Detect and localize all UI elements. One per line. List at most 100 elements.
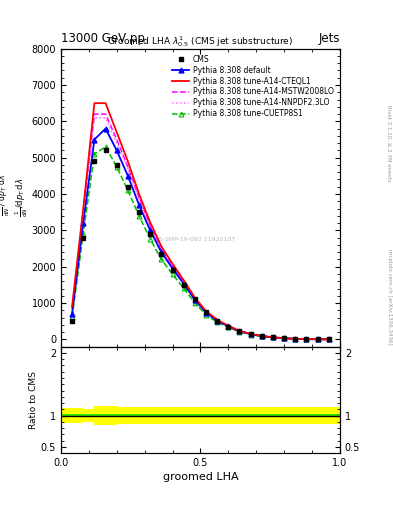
Text: $\frac{1}{\mathrm{d}N}\ /\ \mathrm{d}p_T\ \mathrm{d}\lambda$: $\frac{1}{\mathrm{d}N}\ /\ \mathrm{d}p_T… [0, 174, 12, 216]
Text: CMS-SMP-19-092 11920187: CMS-SMP-19-092 11920187 [149, 237, 235, 242]
Pythia 8.308 tune-CUETP8S1 [70, 314, 74, 320]
CMS [204, 309, 208, 315]
Pythia 8.308 tune-A14-MSTW2008LO [226, 323, 231, 329]
CMS [248, 331, 253, 337]
Pythia 8.308 tune-A14-CTEQL1 [193, 294, 197, 301]
CMS [304, 336, 309, 342]
Pythia 8.308 tune-A14-CTEQL1 [103, 100, 108, 106]
Pythia 8.308 default [226, 323, 231, 329]
Legend: CMS, Pythia 8.308 default, Pythia 8.308 tune-A14-CTEQL1, Pythia 8.308 tune-A14-M: CMS, Pythia 8.308 default, Pythia 8.308 … [170, 52, 336, 121]
CMS [193, 296, 197, 303]
Pythia 8.308 tune-A14-NNPDF2.3LO [271, 334, 275, 340]
CMS [327, 336, 331, 343]
Pythia 8.308 tune-A14-CTEQL1 [215, 317, 220, 323]
Pythia 8.308 default [92, 136, 97, 142]
Pythia 8.308 tune-A14-CTEQL1 [327, 336, 331, 343]
Pythia 8.308 tune-A14-NNPDF2.3LO [237, 328, 242, 334]
Pythia 8.308 tune-A14-NNPDF2.3LO [92, 115, 97, 121]
Pythia 8.308 tune-A14-MSTW2008LO [103, 111, 108, 117]
Pythia 8.308 tune-A14-CTEQL1 [259, 333, 264, 339]
Pythia 8.308 tune-A14-MSTW2008LO [114, 136, 119, 142]
Pythia 8.308 tune-CUETP8S1 [282, 335, 286, 342]
Pythia 8.308 tune-A14-CTEQL1 [70, 304, 74, 310]
Pythia 8.308 default [193, 297, 197, 303]
Pythia 8.308 tune-CUETP8S1 [193, 300, 197, 306]
Pythia 8.308 tune-CUETP8S1 [259, 333, 264, 339]
Pythia 8.308 tune-A14-NNPDF2.3LO [204, 309, 208, 315]
Pythia 8.308 default [259, 333, 264, 339]
Pythia 8.308 default [271, 334, 275, 340]
Pythia 8.308 tune-A14-CTEQL1 [159, 243, 164, 249]
Pythia 8.308 tune-A14-CTEQL1 [204, 308, 208, 314]
Pythia 8.308 tune-A14-NNPDF2.3LO [181, 279, 186, 285]
Pythia 8.308 tune-A14-MSTW2008LO [125, 164, 130, 170]
CMS [114, 162, 119, 168]
Pythia 8.308 tune-CUETP8S1 [181, 285, 186, 291]
Pythia 8.308 tune-CUETP8S1 [137, 213, 141, 219]
X-axis label: groomed LHA: groomed LHA [163, 472, 238, 482]
Pythia 8.308 default [237, 328, 242, 334]
Pythia 8.308 default [204, 309, 208, 315]
Pythia 8.308 tune-CUETP8S1 [226, 324, 231, 330]
Pythia 8.308 default [81, 220, 86, 226]
Pythia 8.308 tune-CUETP8S1 [315, 336, 320, 343]
Pythia 8.308 tune-A14-MSTW2008LO [237, 328, 242, 334]
Pythia 8.308 tune-A14-NNPDF2.3LO [159, 247, 164, 253]
Pythia 8.308 tune-CUETP8S1 [215, 319, 220, 326]
Pythia 8.308 default [293, 336, 298, 342]
Pythia 8.308 tune-CUETP8S1 [237, 329, 242, 335]
Pythia 8.308 tune-CUETP8S1 [170, 271, 175, 278]
Pythia 8.308 tune-A14-NNPDF2.3LO [148, 224, 152, 230]
Line: Pythia 8.308 tune-A14-MSTW2008LO: Pythia 8.308 tune-A14-MSTW2008LO [72, 114, 329, 339]
Pythia 8.308 tune-A14-MSTW2008LO [293, 336, 298, 342]
Pythia 8.308 tune-A14-MSTW2008LO [170, 263, 175, 269]
Line: Pythia 8.308 tune-CUETP8S1: Pythia 8.308 tune-CUETP8S1 [70, 144, 331, 342]
Pythia 8.308 tune-A14-NNPDF2.3LO [282, 335, 286, 342]
Pythia 8.308 tune-A14-MSTW2008LO [248, 331, 253, 337]
Pythia 8.308 tune-A14-CTEQL1 [170, 261, 175, 267]
CMS [170, 267, 175, 273]
Pythia 8.308 tune-A14-NNPDF2.3LO [215, 317, 220, 324]
Pythia 8.308 tune-CUETP8S1 [81, 231, 86, 237]
Pythia 8.308 tune-A14-CTEQL1 [148, 219, 152, 225]
Pythia 8.308 tune-A14-MSTW2008LO [327, 336, 331, 343]
CMS [92, 158, 97, 164]
Pythia 8.308 tune-A14-NNPDF2.3LO [81, 211, 86, 217]
Pythia 8.308 tune-A14-NNPDF2.3LO [103, 115, 108, 121]
CMS [103, 147, 108, 154]
Pythia 8.308 default [327, 336, 331, 343]
Pythia 8.308 tune-A14-CTEQL1 [181, 277, 186, 283]
Pythia 8.308 tune-CUETP8S1 [304, 336, 309, 342]
Pythia 8.308 tune-A14-CTEQL1 [81, 205, 86, 211]
Y-axis label: Ratio to CMS: Ratio to CMS [29, 371, 38, 429]
Pythia 8.308 tune-CUETP8S1 [327, 336, 331, 343]
Pythia 8.308 tune-A14-CTEQL1 [237, 328, 242, 334]
Pythia 8.308 tune-A14-CTEQL1 [271, 334, 275, 340]
Pythia 8.308 tune-A14-CTEQL1 [226, 323, 231, 329]
Pythia 8.308 default [170, 265, 175, 271]
Pythia 8.308 tune-A14-MSTW2008LO [204, 309, 208, 315]
Text: Jets: Jets [318, 32, 340, 45]
Pythia 8.308 default [248, 331, 253, 337]
Pythia 8.308 tune-A14-NNPDF2.3LO [137, 196, 141, 202]
Line: Pythia 8.308 default: Pythia 8.308 default [70, 126, 331, 342]
Pythia 8.308 tune-A14-NNPDF2.3LO [259, 333, 264, 339]
CMS [237, 328, 242, 334]
CMS [181, 282, 186, 288]
CMS [315, 336, 320, 343]
Text: 13000 GeV pp: 13000 GeV pp [61, 32, 145, 45]
CMS [159, 251, 164, 257]
Pythia 8.308 tune-A14-MSTW2008LO [259, 333, 264, 339]
Pythia 8.308 tune-A14-MSTW2008LO [315, 336, 320, 343]
Pythia 8.308 tune-A14-MSTW2008LO [148, 223, 152, 229]
Pythia 8.308 tune-A14-MSTW2008LO [137, 195, 141, 201]
Pythia 8.308 tune-CUETP8S1 [92, 151, 97, 157]
Pythia 8.308 default [137, 202, 141, 208]
Pythia 8.308 default [125, 173, 130, 179]
Pythia 8.308 tune-A14-NNPDF2.3LO [170, 264, 175, 270]
CMS [215, 317, 220, 324]
Pythia 8.308 tune-A14-CTEQL1 [304, 336, 309, 342]
CMS [125, 184, 130, 190]
Pythia 8.308 tune-A14-MSTW2008LO [92, 111, 97, 117]
Line: Pythia 8.308 tune-A14-NNPDF2.3LO: Pythia 8.308 tune-A14-NNPDF2.3LO [72, 118, 329, 339]
